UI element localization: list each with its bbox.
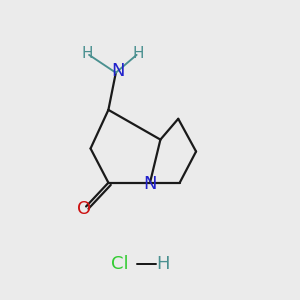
Text: O: O xyxy=(77,200,91,218)
Text: Cl: Cl xyxy=(112,255,129,273)
Text: H: H xyxy=(132,46,144,61)
Text: H: H xyxy=(82,46,93,61)
Text: N: N xyxy=(143,175,157,193)
Text: H: H xyxy=(157,255,170,273)
Text: N: N xyxy=(111,62,125,80)
